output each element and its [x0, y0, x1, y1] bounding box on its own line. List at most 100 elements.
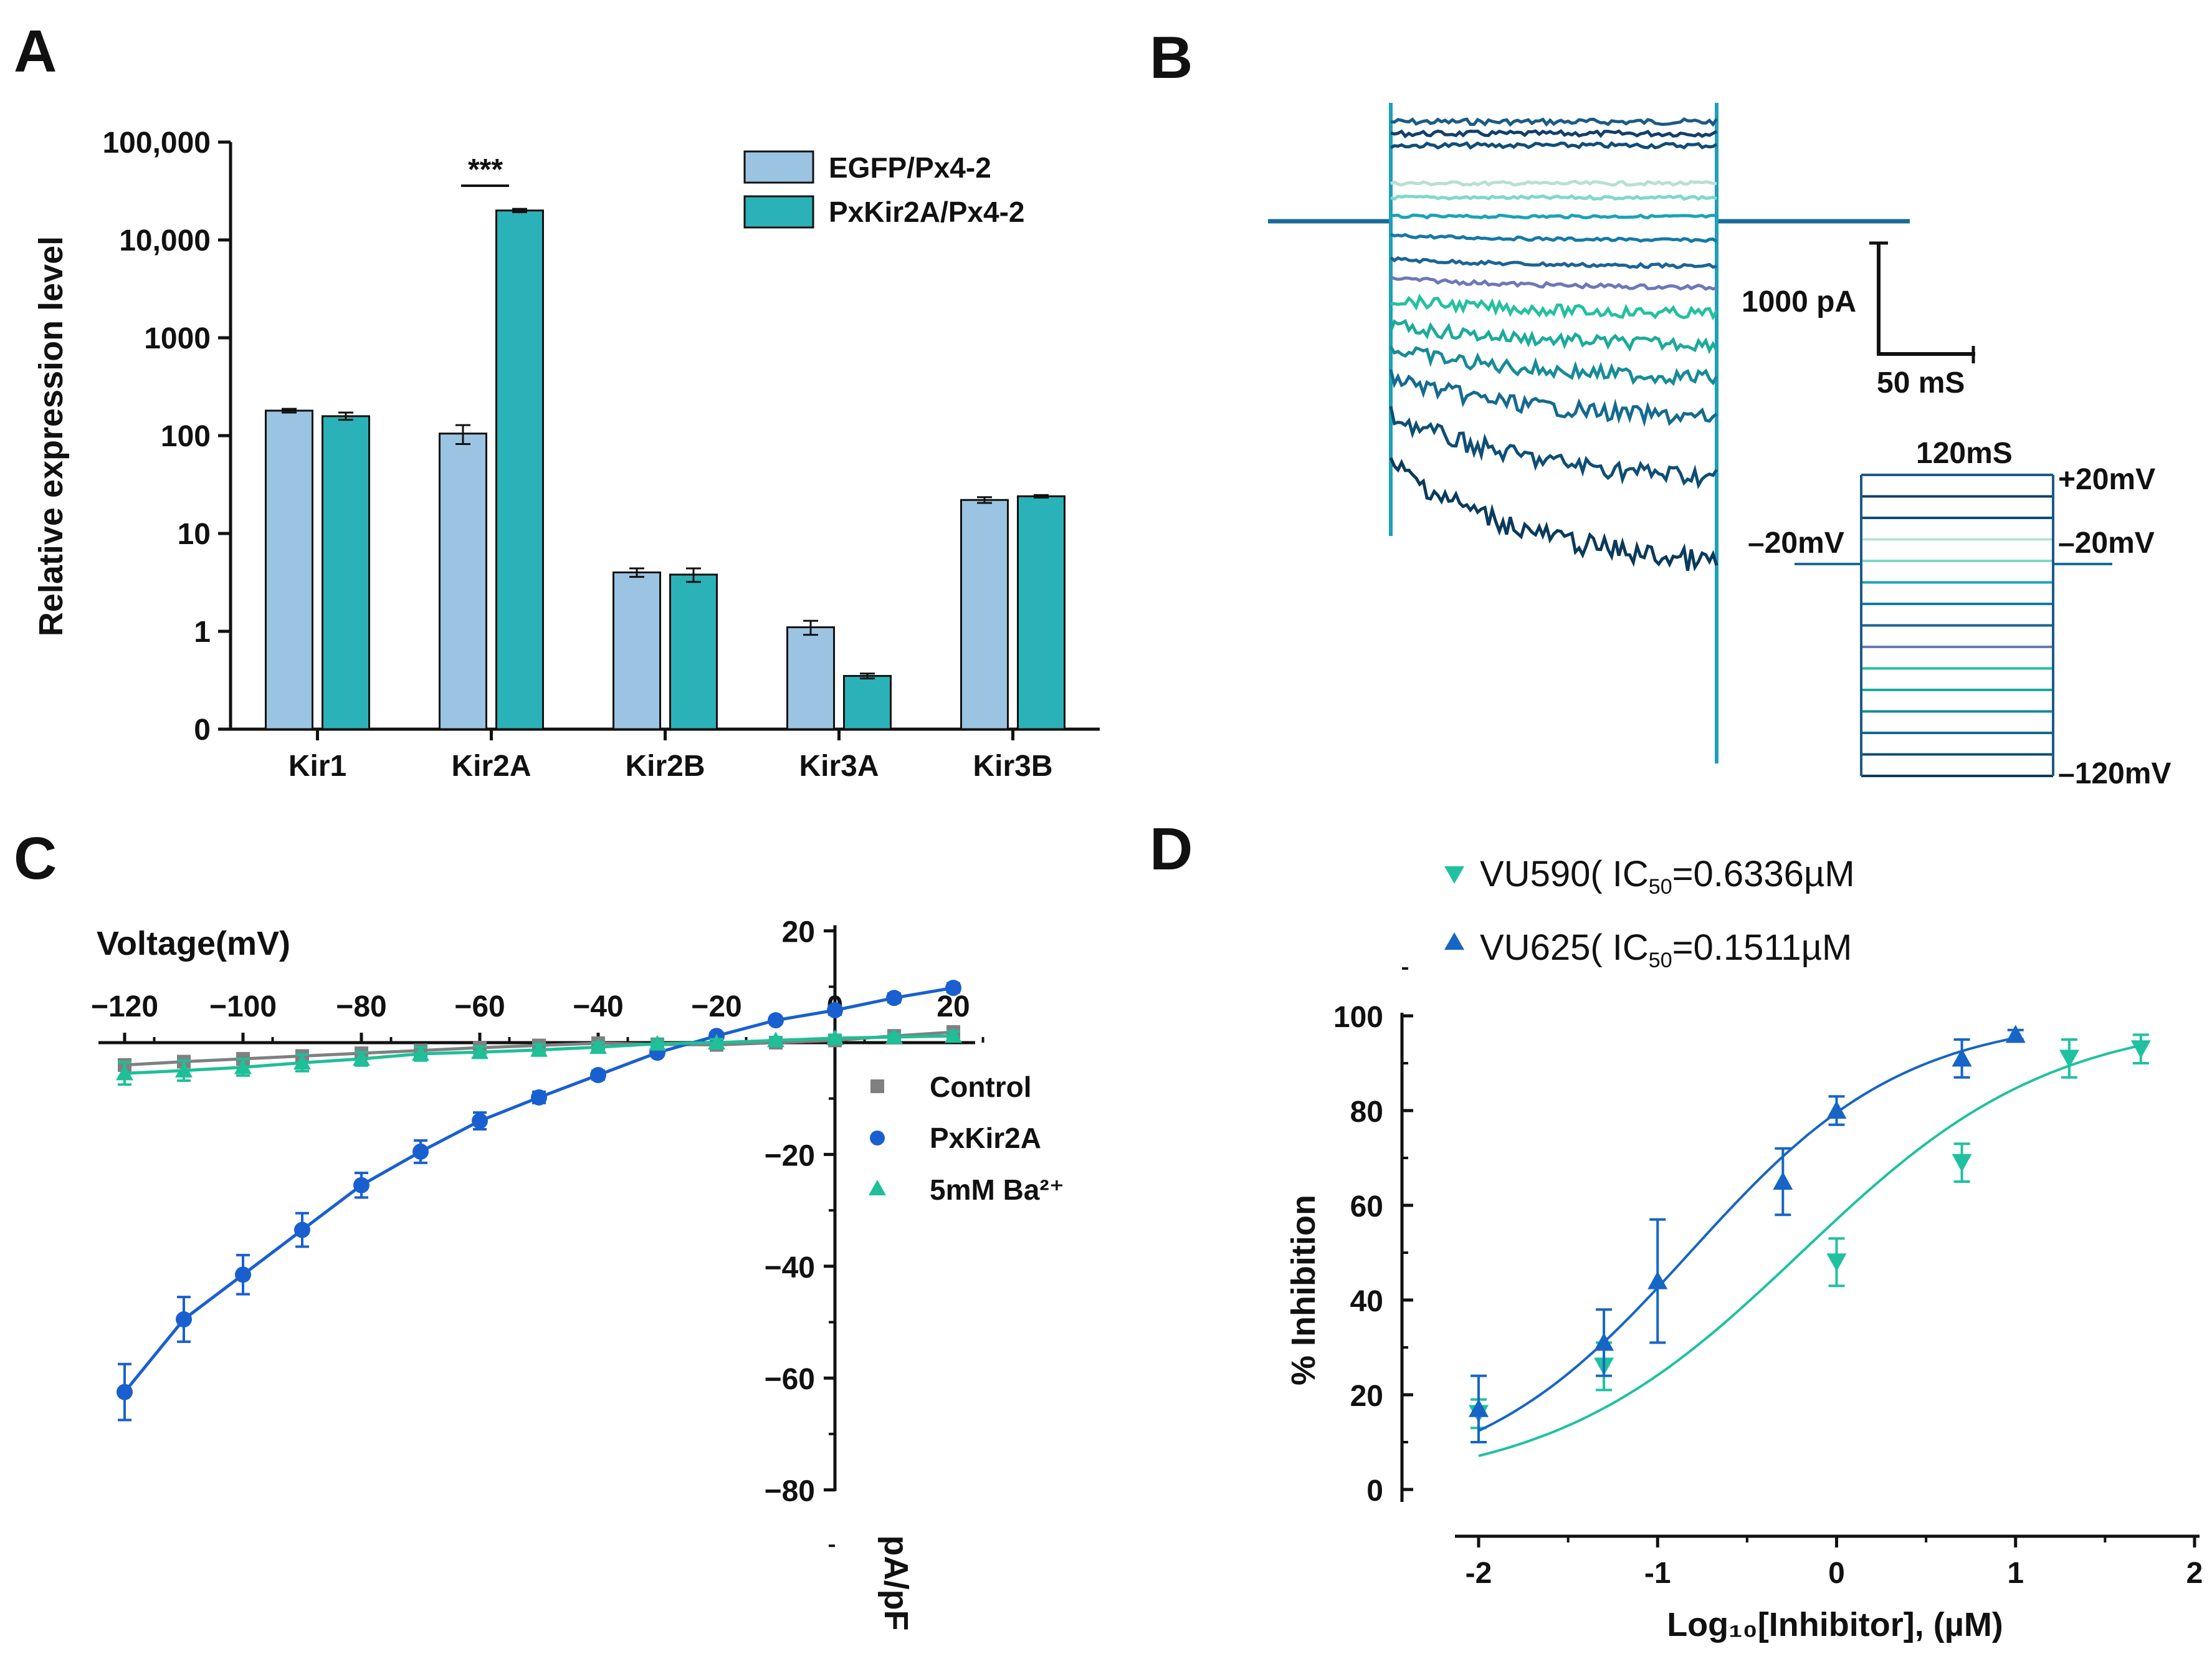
trace--10mv [1390, 179, 1717, 187]
panel-a-legend: EGFP/Px4-2 PxKir2A/Px4-2 [743, 150, 1025, 229]
panel-c: C Voltage(mV) pA/pF −120 −100 −80 −60 −40 −20… [14, 825, 1064, 1630]
bar-kir3a-pxkir2a [843, 675, 892, 730]
dose-point-vu625 [1469, 1399, 1489, 1417]
protocol-hold-right: –20mV [2058, 527, 2155, 560]
legend-label-egfp: EGFP/Px4-2 [829, 151, 991, 184]
iv-point-barium [116, 1064, 133, 1081]
panel-a-xtick-label: Kir2B [625, 750, 705, 783]
iv-point-barium [885, 1028, 903, 1045]
legend-swatch-pxkir2a [743, 195, 814, 229]
protocol-duration: 120mS [1916, 437, 2013, 470]
panel-d-ytick-label: 40 [1350, 1285, 1383, 1318]
panel-c-xtick-label: −60 [454, 990, 505, 1023]
protocol-bottom-voltage: –120mV [2058, 757, 2171, 790]
iv-point-barium [293, 1054, 311, 1070]
trace-0mv [1390, 141, 1718, 150]
panel-c-xlabel: Voltage(mV) [97, 925, 290, 962]
legend-marker-control [870, 1079, 884, 1093]
iv-point-barium [826, 1029, 844, 1045]
iv-point-pxkir2a [412, 1143, 429, 1160]
iv-point-pxkir2a [294, 1222, 310, 1238]
trace--80mv [1389, 318, 1719, 355]
protocol-hold-left: –20mV [1748, 527, 1844, 560]
legend-marker-barium [869, 1180, 886, 1195]
significance-stars: *** [468, 153, 503, 186]
iv-point-pxkir2a [886, 990, 902, 1007]
iv-point-pxkir2a [531, 1089, 547, 1106]
scale-current-label: 1000 pA [1742, 285, 1856, 318]
trace--110mv [1389, 406, 1719, 489]
iv-point-barium [175, 1061, 193, 1078]
panel-c-ytick-label: −80 [765, 1475, 815, 1508]
panel-a-xtick-label: Kir2A [451, 750, 531, 783]
dose-point-vu590 [2130, 1040, 2151, 1059]
protocol-top-voltage: +20mV [2058, 463, 2155, 496]
panel-label-d: D [1150, 816, 1193, 882]
iv-point-pxkir2a [176, 1311, 192, 1328]
panel-d-data [1469, 1025, 2151, 1458]
fit-curve-vu590 [1478, 1044, 2142, 1458]
bar-kir1-pxkir2a [322, 415, 370, 730]
iv-point-barium [649, 1035, 666, 1051]
iv-point-pxkir2a [945, 980, 961, 997]
trace--20mv [1390, 194, 1717, 201]
iv-point-pxkir2a [768, 1012, 784, 1029]
panel-c-xtick-label: −120 [91, 990, 158, 1023]
iv-point-barium [589, 1038, 607, 1054]
panel-a-ytick-label: 10 [178, 518, 211, 551]
panel-d-ytick-label: 0 [1366, 1475, 1383, 1508]
panel-a-ytick-label: 0 [194, 714, 211, 747]
panel-c-ytick-label: −60 [765, 1363, 815, 1396]
iv-point-barium [471, 1043, 489, 1059]
panel-c-ytick-label: −40 [765, 1251, 815, 1284]
panel-d-ylabel: % Inhibition [1285, 1195, 1322, 1385]
iv-point-barium [234, 1058, 252, 1074]
trace--30mv [1390, 213, 1717, 220]
iv-point-pxkir2a [235, 1266, 251, 1283]
panel-a-xtick-label: Kir1 [288, 750, 346, 783]
panel-a-xtick-label: Kir3A [799, 750, 879, 783]
panel-a-ytick-label: 100 [161, 420, 211, 453]
panel-a-ytick-label: 1000 [144, 322, 211, 355]
panel-c-axes: −120−100−80−60−40−2002020−20−40−60−80 [91, 916, 984, 1547]
legend-label-vu590: VU590( IC50=0.6336µM [1480, 854, 1855, 899]
panel-a-ytick-label: 1 [194, 616, 211, 649]
legend-label-control: Control [930, 1071, 1032, 1103]
bar-kir2b-egfp [613, 571, 661, 730]
current-traces [1268, 103, 1910, 763]
panel-d: D VU590( IC50=0.6336µM VU625( IC50=0.151… [1150, 816, 2203, 1643]
dose-point-vu625 [1773, 1172, 1793, 1190]
panel-label-a: A [14, 18, 57, 85]
panel-d-xlabel: Log₁₀[Inhibitor], (µM) [1667, 1606, 2003, 1643]
dose-point-vu590 [1952, 1154, 1972, 1172]
dose-point-vu625 [1594, 1332, 1614, 1351]
panel-d-xtick-label: -2 [1466, 1557, 1492, 1590]
iv-point-barium [767, 1031, 784, 1048]
panel-d-axes: 0 20 40 60 80 100 -2 -1 0 1 2 [1333, 967, 2203, 1590]
trace-10mv [1390, 129, 1718, 139]
iv-point-barium [353, 1050, 370, 1066]
trace--90mv [1389, 346, 1719, 386]
iv-point-pxkir2a [590, 1067, 606, 1084]
panel-d-xtick-label: 0 [1828, 1557, 1845, 1590]
legend-label-vu625: VU625( IC50=0.1511µM [1480, 927, 1852, 972]
trace--120mv [1389, 457, 1719, 571]
dose-point-vu590 [2059, 1050, 2079, 1068]
dose-point-vu625 [1952, 1048, 1972, 1067]
panel-d-xtick-label: 2 [2186, 1557, 2203, 1590]
fit-curve-vu625 [1478, 1036, 2016, 1432]
iv-point-pxkir2a [353, 1177, 369, 1193]
panel-d-xtick-label: 1 [2007, 1557, 2024, 1590]
panel-a-ytick-label: 100,000 [102, 127, 211, 160]
dose-point-vu625 [2005, 1025, 2026, 1043]
scale-bar: 1000 pA 50 mS [1742, 241, 1975, 399]
bar-kir2a-pxkir2a [495, 209, 544, 730]
bar-kir2a-egfp [439, 433, 487, 730]
panel-c-ytick-label: −20 [765, 1139, 815, 1172]
panel-a-ytick-label: 10,000 [119, 224, 211, 257]
iv-point-pxkir2a [472, 1112, 488, 1129]
iv-point-pxkir2a [117, 1384, 133, 1400]
panel-c-xtick-label: −80 [336, 990, 386, 1023]
